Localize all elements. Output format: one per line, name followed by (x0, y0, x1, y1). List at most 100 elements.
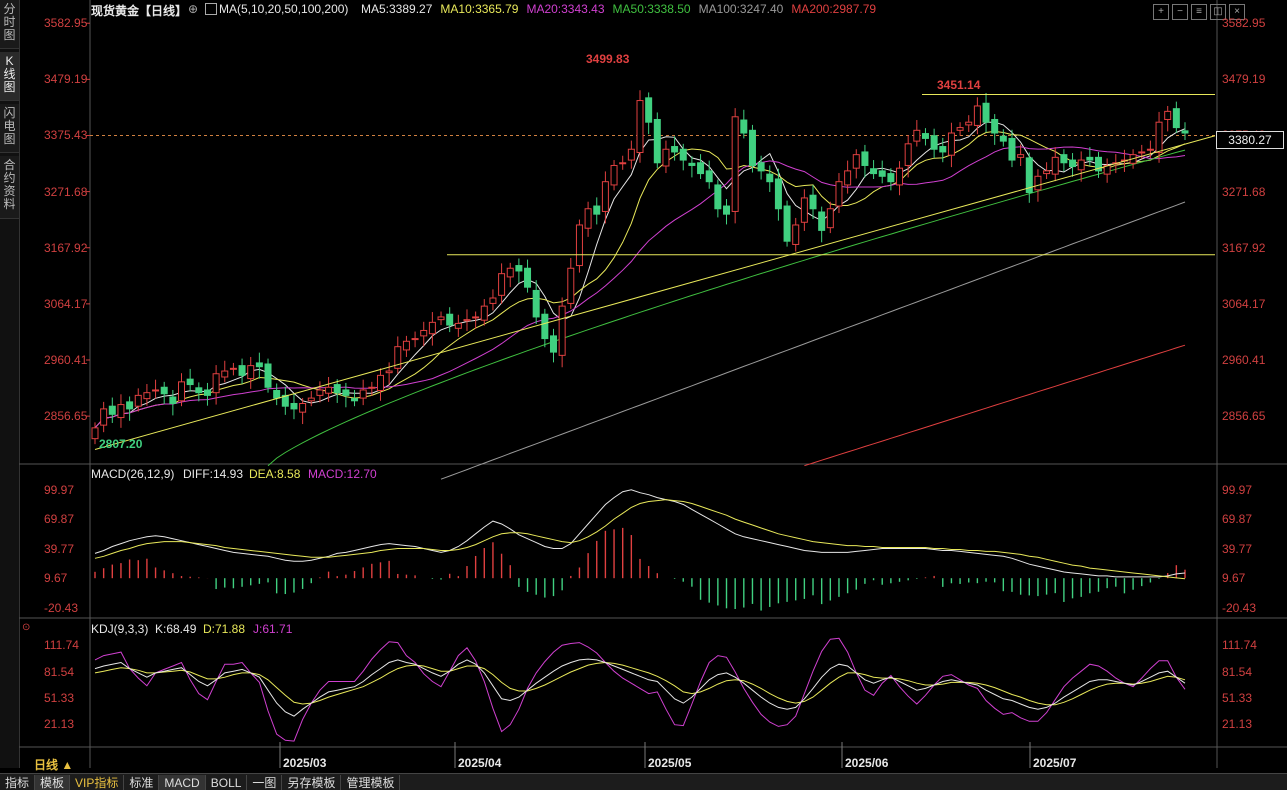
bottom-tab-7[interactable]: 另存模板 (282, 775, 342, 790)
candle-body (195, 387, 203, 394)
candle-body (809, 194, 817, 210)
minus-icon[interactable]: − (1172, 4, 1188, 20)
price-axis-left-3: 3271.68 (44, 184, 88, 199)
settings-icon[interactable]: ⊕ (188, 2, 199, 16)
bottom-tab-2[interactable]: VIP指标 (70, 775, 125, 790)
candle-body (307, 397, 315, 402)
price-axis-right-7: 2856.65 (1222, 409, 1266, 424)
bottom-tab-3[interactable]: 标准 (124, 775, 160, 790)
kdj-k-line (94, 658, 1186, 717)
ma200-line (804, 344, 1186, 467)
candle-body (584, 208, 592, 229)
candle-body (506, 267, 514, 278)
candle-body (264, 363, 272, 388)
macd-axis-right-2: 39.77 (1222, 541, 1253, 556)
candle-body (299, 402, 307, 413)
candle-body (991, 118, 999, 134)
candle-body (921, 133, 929, 139)
tab-kline[interactable]: K线图 (0, 52, 19, 101)
bottom-tab-5[interactable]: BOLL (206, 775, 248, 790)
candle-body (463, 319, 471, 322)
ma50-line (267, 149, 1186, 467)
candle-body (1051, 156, 1059, 175)
candle-body (662, 148, 670, 167)
candle-body (221, 370, 229, 378)
date-label-4: 2025/07 (1033, 756, 1077, 770)
high-annotation-2: 3451.14 (937, 78, 981, 92)
candle-body (697, 162, 705, 175)
kdj-axis-left-0: 111.74 (44, 638, 79, 653)
ma-settings-icon[interactable] (205, 3, 217, 15)
macd-axis-left-1: 69.87 (44, 512, 75, 527)
kdj-settings-icon[interactable]: ⊙ (22, 622, 31, 633)
candle-body (1069, 159, 1077, 168)
kdj-label: KDJ(9,3,3) (91, 622, 149, 636)
candle-body (273, 390, 281, 399)
candle-body (420, 329, 428, 337)
candle-body (255, 362, 263, 368)
price-axis-left-4: 3167.92 (44, 240, 88, 255)
candle-body (203, 389, 211, 396)
bottom-tab-4[interactable]: MACD (159, 775, 206, 790)
close-icon[interactable]: × (1229, 4, 1245, 20)
price-axis-right-4: 3167.92 (1222, 240, 1266, 255)
candle-body (186, 378, 194, 386)
period-label[interactable]: 日线 ▲ (34, 758, 74, 772)
candle-body (973, 105, 981, 126)
macd-axis-left-0: 99.97 (44, 482, 75, 497)
macd-diff-line (94, 489, 1186, 578)
candle-body (454, 322, 462, 329)
candle-body (723, 205, 731, 215)
candle-body (160, 386, 168, 395)
candle-body (134, 394, 142, 407)
price-axis-right-0: 3582.95 (1222, 16, 1266, 31)
candle-body (930, 135, 938, 150)
candle-body (558, 305, 566, 356)
candle-body (653, 118, 661, 164)
bottom-tab-1[interactable]: 模板 (35, 775, 71, 790)
bottom-tab-8[interactable]: 管理模板 (341, 775, 401, 790)
ma-value-0: MA5:3389.27 (361, 2, 433, 16)
candle-body (437, 316, 445, 321)
candle-body (143, 392, 151, 400)
candle-body (671, 146, 679, 153)
kdj-d-line (94, 661, 1186, 706)
kdj-axis-right-3: 21.13 (1222, 716, 1253, 731)
high-annotation-1: 3499.83 (586, 52, 630, 66)
candle-body (169, 396, 177, 404)
macd-axis-left-2: 39.77 (44, 541, 75, 556)
tab-flash[interactable]: 闪电图 (0, 104, 19, 153)
split-icon[interactable]: ◫ (1210, 4, 1226, 20)
candle-body (91, 427, 99, 440)
price-axis-left-5: 3064.17 (44, 296, 88, 311)
candle-body (1017, 154, 1025, 158)
tab-timeshare[interactable]: 分时图 (0, 0, 19, 49)
price-axis-left-0: 3582.95 (44, 16, 88, 31)
ma10-line (94, 130, 1186, 429)
candle-body (108, 405, 116, 415)
bottom-tab-0[interactable]: 指标 (0, 775, 36, 790)
candle-body (498, 273, 506, 296)
candle-body (852, 154, 860, 169)
candle-body (601, 181, 609, 212)
candle-body (835, 181, 843, 207)
candle-body (368, 386, 376, 389)
low-annotation: 2807.20 (99, 437, 143, 451)
list-icon[interactable]: ≡ (1191, 4, 1207, 20)
candle-body (1008, 137, 1016, 161)
tab-contract-info[interactable]: 合约资料 (0, 156, 19, 219)
candle-body (800, 197, 808, 223)
price-axis-right-5: 3064.17 (1222, 296, 1266, 311)
bottom-tab-6[interactable]: 一图 (247, 775, 283, 790)
candle-body (117, 404, 125, 419)
macd-axis-left-4: -20.43 (44, 600, 79, 615)
kdj-axis-left-1: 81.54 (44, 664, 75, 679)
candle-body (887, 173, 895, 183)
ma-value-1: MA10:3365.79 (440, 2, 519, 16)
macd-axis-right-3: 9.67 (1222, 571, 1246, 586)
bottom-toolbar: 指标 模板 VIP指标 标准 MACD BOLL 一图 另存模板 管理模板 (0, 773, 1287, 790)
macd-dea: DEA:8.58 (249, 467, 301, 481)
crosshair-icon[interactable]: + (1153, 4, 1169, 20)
